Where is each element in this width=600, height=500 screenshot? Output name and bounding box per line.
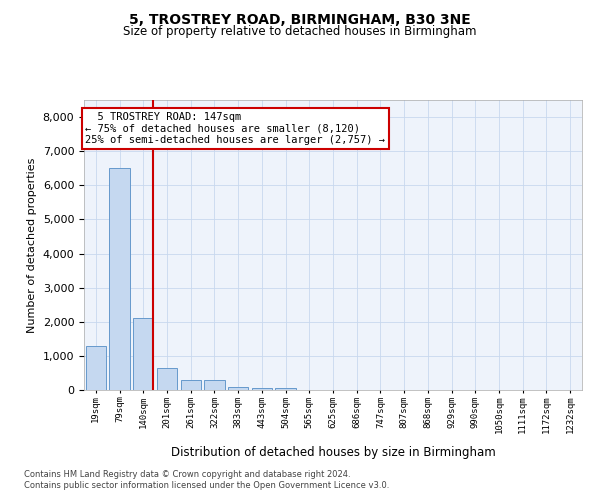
Text: Contains public sector information licensed under the Open Government Licence v3: Contains public sector information licen… <box>24 481 389 490</box>
Text: Distribution of detached houses by size in Birmingham: Distribution of detached houses by size … <box>170 446 496 459</box>
Y-axis label: Number of detached properties: Number of detached properties <box>27 158 37 332</box>
Bar <box>181 380 201 390</box>
Bar <box>157 368 177 390</box>
Bar <box>109 168 130 390</box>
Bar <box>86 346 106 390</box>
Bar <box>133 318 154 390</box>
Bar <box>228 386 248 390</box>
Text: Size of property relative to detached houses in Birmingham: Size of property relative to detached ho… <box>123 25 477 38</box>
Text: Contains HM Land Registry data © Crown copyright and database right 2024.: Contains HM Land Registry data © Crown c… <box>24 470 350 479</box>
Bar <box>252 388 272 390</box>
Bar <box>205 380 224 390</box>
Text: 5, TROSTREY ROAD, BIRMINGHAM, B30 3NE: 5, TROSTREY ROAD, BIRMINGHAM, B30 3NE <box>129 12 471 26</box>
Bar <box>275 388 296 390</box>
Text: 5 TROSTREY ROAD: 147sqm
← 75% of detached houses are smaller (8,120)
25% of semi: 5 TROSTREY ROAD: 147sqm ← 75% of detache… <box>85 112 385 145</box>
